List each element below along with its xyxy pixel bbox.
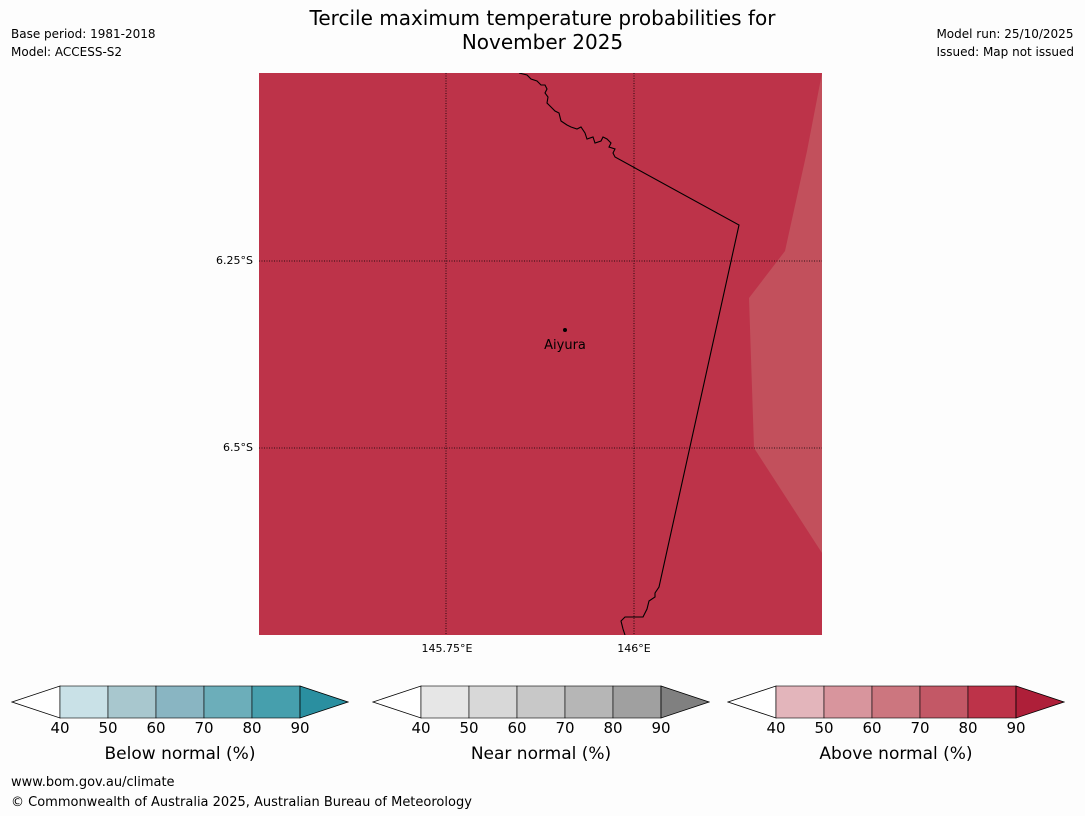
colorbar-segment	[107, 685, 157, 719]
meta-left: Base period: 1981-2018 Model: ACCESS-S2	[11, 25, 156, 61]
issued-status: Issued: Map not issued	[936, 45, 1074, 59]
lat-label-6-5: 6.5°S	[223, 441, 253, 454]
colorbar-title: Below normal (%)	[104, 744, 256, 764]
colorbar-tick-label: 40	[766, 719, 786, 737]
colorbar-tick-label: 90	[651, 719, 671, 737]
colorbar-tick-label: 70	[910, 719, 930, 737]
colorbar-under-triangle	[372, 685, 422, 719]
colorbar-segment	[919, 685, 969, 719]
colorbar-under-triangle	[11, 685, 61, 719]
colorbar-over-triangle	[660, 685, 710, 719]
border-line	[518, 73, 740, 635]
lat-label-6-25: 6.25°S	[216, 254, 253, 267]
colorbar-tick-label: 60	[507, 719, 527, 737]
colorbar-segment	[468, 685, 518, 719]
colorbar-segment	[871, 685, 921, 719]
colorbar-tick-label: 50	[814, 719, 834, 737]
colorbar-segment	[59, 685, 109, 719]
colorbar-segment	[775, 685, 825, 719]
colorbar-tick-label: 50	[98, 719, 118, 737]
colorbar-segment	[203, 685, 253, 719]
map-title: Tercile maximum temperature probabilitie…	[0, 6, 1085, 54]
colorbar-tick-label: 40	[411, 719, 431, 737]
colorbar-tick-label: 80	[603, 719, 623, 737]
footer-url: www.bom.gov.au/climate	[11, 775, 175, 790]
footer-copyright: © Commonwealth of Australia 2025, Austra…	[11, 795, 472, 810]
colorbar-segment	[564, 685, 614, 719]
probability-fill-light	[749, 73, 822, 553]
colorbar-tick-label: 70	[194, 719, 214, 737]
colorbar-segment	[420, 685, 470, 719]
title-line-1: Tercile maximum temperature probabilitie…	[309, 6, 776, 30]
colorbar-title: Above normal (%)	[819, 744, 973, 764]
colorbar-segment	[155, 685, 205, 719]
place-marker	[563, 328, 567, 332]
colorbar-segment	[251, 685, 301, 719]
colorbar-tick-label: 50	[459, 719, 479, 737]
colorbar-tick-label: 70	[555, 719, 575, 737]
probability-fill-main	[259, 73, 822, 635]
model-name: Model: ACCESS-S2	[11, 45, 123, 59]
colorbar-under-triangle	[727, 685, 777, 719]
colorbar-tick-label: 60	[146, 719, 166, 737]
colorbar-segment	[823, 685, 873, 719]
colorbar-segment	[967, 685, 1017, 719]
colorbar-title: Near normal (%)	[470, 744, 612, 764]
lon-label-146: 146°E	[617, 642, 651, 655]
colorbar-tick-label: 80	[242, 719, 262, 737]
model-run: Model run: 25/10/2025	[936, 27, 1074, 41]
colorbar-2	[372, 685, 710, 719]
colorbar-tick-label: 40	[50, 719, 70, 737]
colorbar-over-triangle	[299, 685, 349, 719]
colorbar-over-triangle	[1015, 685, 1065, 719]
colorbar-segment	[516, 685, 566, 719]
colorbar-tick-label: 90	[290, 719, 310, 737]
colorbar-tick-label: 60	[862, 719, 882, 737]
lon-label-145-75: 145.75°E	[421, 642, 473, 655]
colorbar-tick-label: 90	[1006, 719, 1026, 737]
map-panel	[259, 73, 822, 635]
meta-right: Model run: 25/10/2025 Issued: Map not is…	[936, 25, 1074, 61]
colorbar-1	[11, 685, 349, 719]
colorbar-segment	[612, 685, 662, 719]
title-line-2: November 2025	[461, 30, 624, 54]
colorbar-tick-label: 80	[958, 719, 978, 737]
colorbar-3	[727, 685, 1065, 719]
place-label: Aiyura	[544, 338, 586, 353]
base-period: Base period: 1981-2018	[11, 27, 156, 41]
